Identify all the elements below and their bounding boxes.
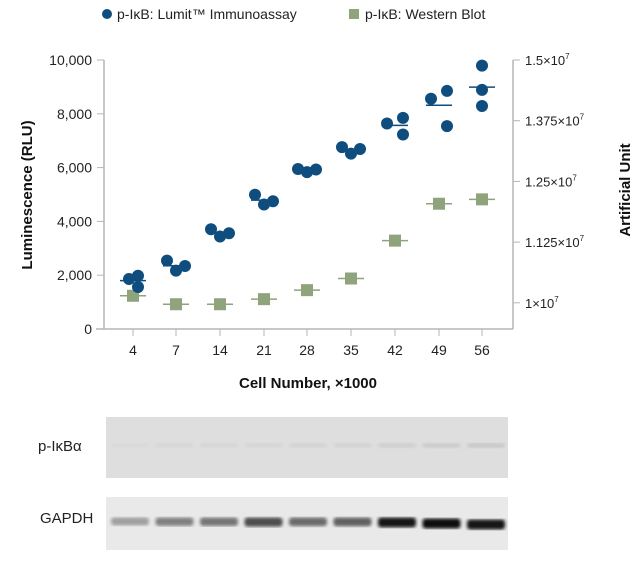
y-tick-label: 8,000 <box>57 106 92 122</box>
y-tick-label: 0 <box>84 321 92 337</box>
y2-tick-label: 1.5×107 <box>525 52 570 68</box>
blot-band <box>289 517 327 527</box>
lumit-point <box>301 166 313 179</box>
lumit-point <box>336 141 348 154</box>
blot-band <box>422 518 461 529</box>
lumit-point <box>425 92 437 105</box>
blot-label-gapdh: GAPDH <box>40 510 94 527</box>
y2-tick-label: 1×107 <box>525 295 559 311</box>
lumit-point <box>292 162 304 175</box>
blot-band <box>422 443 461 448</box>
legend-label-lumit: p-IκB: Lumit™ Immunoassay <box>117 6 297 22</box>
blot-band <box>378 517 416 528</box>
lumit-point <box>223 227 235 240</box>
lumit-point <box>267 195 279 208</box>
y-axis-title: Luminescence (RLU) <box>19 120 36 269</box>
lumit-point <box>310 163 322 176</box>
x-tick-label: 49 <box>431 342 447 358</box>
western-point <box>127 289 139 302</box>
lumit-point <box>441 84 453 97</box>
blot-band <box>155 517 194 526</box>
blot-band <box>155 443 194 448</box>
y-tick-label: 4,000 <box>57 213 92 229</box>
legend-marker-lumit <box>102 9 112 19</box>
lumit-point <box>258 198 270 211</box>
blot-band <box>244 517 283 527</box>
blot-label-p-ikba: p-IκBα <box>38 438 82 455</box>
lumit-point <box>441 120 453 133</box>
x-tick-label: 21 <box>256 342 272 358</box>
y-tick-label: 10,000 <box>49 52 92 68</box>
y-tick-label: 2,000 <box>57 267 92 283</box>
lumit-point <box>161 254 173 267</box>
western-point <box>258 293 270 306</box>
lumit-point <box>476 59 488 72</box>
western-point <box>301 284 313 297</box>
lumit-point <box>345 147 357 160</box>
y2-tick-label: 1.25×107 <box>525 173 577 189</box>
western-point <box>433 197 445 210</box>
lumit-point <box>179 260 191 273</box>
y-tick-label: 6,000 <box>57 160 92 176</box>
x-axis-title: Cell Number, ×1000 <box>239 375 377 392</box>
western-point <box>476 193 488 206</box>
lumit-point <box>381 117 393 130</box>
x-tick-label: 56 <box>474 342 490 358</box>
western-point <box>389 234 401 247</box>
blot-band <box>289 443 327 448</box>
lumit-point <box>132 269 144 282</box>
blot-band <box>378 443 416 448</box>
lumit-point <box>214 230 226 243</box>
western-point <box>170 298 182 311</box>
lumit-point <box>354 143 366 156</box>
x-tick-label: 35 <box>343 342 359 358</box>
y2-axis-title: Artificial Unit <box>617 143 634 236</box>
x-tick-label: 42 <box>387 342 403 358</box>
blot-band <box>200 517 238 526</box>
legend-marker-western <box>349 9 359 19</box>
lumit-point <box>123 272 135 285</box>
lumit-point <box>205 223 217 236</box>
y2-tick-label: 1.375×107 <box>525 113 585 129</box>
lumit-point <box>170 264 182 277</box>
blot-band <box>244 443 283 448</box>
blot-band <box>111 517 149 526</box>
lumit-point <box>397 111 409 124</box>
lumit-point <box>397 128 409 141</box>
x-tick-label: 28 <box>299 342 315 358</box>
blot-band <box>111 443 149 448</box>
legend-label-western: p-IκB: Western Blot <box>365 6 485 22</box>
x-tick-label: 7 <box>172 342 180 358</box>
blot-band <box>333 443 372 448</box>
blot-band <box>200 443 238 448</box>
lumit-point <box>249 188 261 201</box>
western-point <box>214 298 226 311</box>
lumit-point <box>132 281 144 294</box>
x-tick-label: 4 <box>129 342 137 358</box>
western-point <box>345 272 357 285</box>
blot-band <box>467 443 505 448</box>
y2-tick-label: 1.125×107 <box>525 234 585 250</box>
lumit-point <box>476 99 488 112</box>
x-tick-label: 14 <box>212 342 228 358</box>
western-blot-image <box>106 417 508 550</box>
lumit-point <box>476 83 488 96</box>
blot-band <box>333 517 372 527</box>
blot-band <box>467 519 505 530</box>
scatter-chart: 0 2,000 4,000 6,000 8,000 10,000 1×107 1.125×10… <box>19 6 634 392</box>
